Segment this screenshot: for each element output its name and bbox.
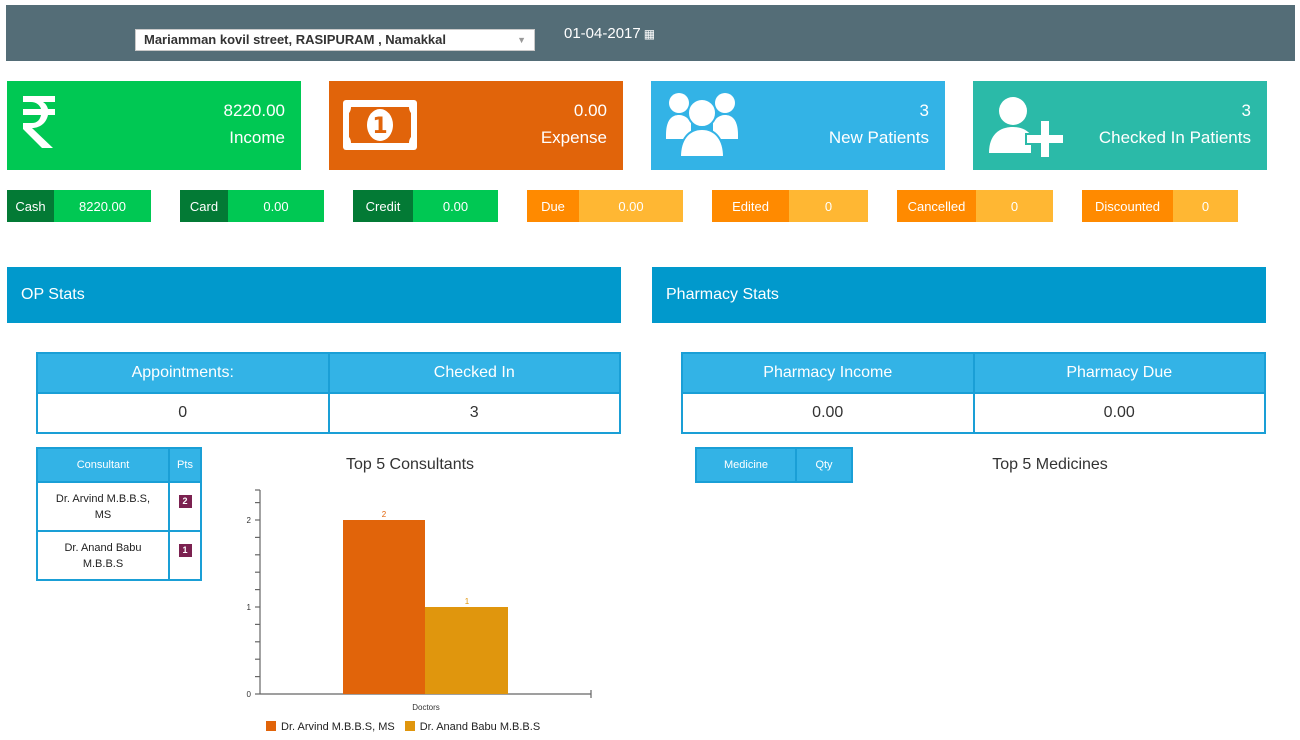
appointments-header: Appointments: (36, 352, 330, 394)
pharmacy-due-header: Pharmacy Due (972, 352, 1266, 394)
calendar-icon[interactable]: ▦ (643, 27, 656, 41)
cash-chip[interactable]: Cash 8220.00 (7, 190, 151, 222)
pts-header: Pts (168, 447, 202, 483)
checked-in-patients-card[interactable]: 3 Checked In Patients (973, 81, 1267, 170)
bar-label-anand: 1 (465, 597, 470, 606)
expense-label: Expense (540, 128, 607, 147)
edited-value: 0 (789, 190, 868, 222)
edited-chip[interactable]: Edited 0 (712, 190, 868, 222)
y-tick-0: 0 (247, 690, 252, 699)
date-picker[interactable]: 01-04-2017 ▦ (564, 25, 655, 42)
consultant-name-line2: MS (94, 508, 112, 521)
pts-badge: 1 (178, 544, 192, 557)
location-select[interactable]: Mariamman kovil street, RASIPURAM , Nama… (135, 29, 535, 51)
appointments-value: 0 (36, 392, 330, 434)
checked-in-header: Checked In (327, 352, 621, 394)
legend-swatch (404, 721, 415, 731)
cancelled-value: 0 (976, 190, 1053, 222)
new-patients-card[interactable]: 3 New Patients (651, 81, 945, 170)
edited-label: Edited (712, 190, 789, 222)
card-label: Card (180, 190, 228, 222)
pharmacy-due-value: 0.00 (972, 392, 1266, 434)
expense-card[interactable]: 1 0.00 Expense (329, 81, 623, 170)
legend-item[interactable]: Dr. Anand Babu M.B.B.S (404, 721, 541, 733)
y-tick-1: 1 (247, 603, 252, 612)
card-chip[interactable]: Card 0.00 (180, 190, 324, 222)
money-bill-icon: 1 (343, 100, 417, 154)
top-consultants-chart: 0 1 2 2 1 Doctors (247, 489, 592, 712)
pharmacy-stats-title: Pharmacy Stats (666, 286, 779, 303)
chart-legend: Dr. Arvind M.B.B.S, MS Dr. Anand Babu M.… (266, 721, 540, 733)
legend-swatch (266, 721, 276, 731)
credit-chip[interactable]: Credit 0.00 (353, 190, 498, 222)
consultant-name: Dr. Arvind M.B.B.S, MS (36, 481, 170, 532)
x-axis-label: Doctors (412, 703, 440, 712)
svg-text:1: 1 (372, 114, 387, 139)
chevron-down-icon: ▼ (517, 35, 526, 45)
cash-label: Cash (7, 190, 54, 222)
checked-in-patients-label: Checked In Patients (1098, 128, 1251, 147)
due-chip[interactable]: Due 0.00 (527, 190, 683, 222)
cancelled-label: Cancelled (897, 190, 976, 222)
credit-label: Credit (353, 190, 413, 222)
income-label: Income (229, 128, 285, 147)
due-value: 0.00 (579, 190, 683, 222)
cash-value: 8220.00 (54, 190, 151, 222)
consultant-name-line2: M.B.B.S (82, 557, 124, 570)
date-value: 01-04-2017 (564, 25, 641, 42)
new-patients-value: 3 (919, 101, 929, 120)
bar-label-arvind: 2 (382, 510, 387, 519)
table-row: Dr. Anand Babu M.B.B.S 1 (36, 530, 202, 581)
y-tick-2: 2 (247, 516, 252, 525)
bar-anand (425, 607, 508, 694)
card-value: 0.00 (228, 190, 324, 222)
income-value: 8220.00 (223, 101, 285, 120)
op-stats-header: OP Stats (7, 267, 621, 323)
due-label: Due (527, 190, 579, 222)
checked-in-patients-value: 3 (1241, 101, 1251, 120)
users-icon (665, 91, 739, 163)
pharmacy-stats-header: Pharmacy Stats (652, 267, 1266, 323)
pharmacy-income-header: Pharmacy Income (681, 352, 975, 394)
legend-item[interactable]: Dr. Arvind M.B.B.S, MS (266, 721, 395, 733)
consultant-name-line1: Dr. Arvind M.B.B.S, (55, 492, 151, 505)
expense-value: 0.00 (573, 101, 607, 120)
discounted-value: 0 (1173, 190, 1238, 222)
op-stats-title: OP Stats (21, 286, 85, 303)
new-patients-label: New Patients (828, 128, 929, 147)
chart-title: Top 5 Consultants (345, 456, 475, 473)
table-row: Dr. Arvind M.B.B.S, MS 2 (36, 481, 202, 532)
pharmacy-income-value: 0.00 (681, 392, 975, 434)
legend-label: Dr. Anand Babu M.B.B.S (419, 721, 541, 733)
location-select-value: Mariamman kovil street, RASIPURAM , Nama… (144, 32, 446, 47)
top-bar: Mariamman kovil street, RASIPURAM , Nama… (6, 5, 1295, 61)
user-plus-icon (987, 95, 1067, 161)
consultant-name: Dr. Anand Babu M.B.B.S (36, 530, 170, 581)
rupee-icon (21, 93, 57, 153)
cancelled-chip[interactable]: Cancelled 0 (897, 190, 1053, 222)
legend-label: Dr. Arvind M.B.B.S, MS (281, 721, 395, 733)
medicine-header: Medicine (695, 447, 797, 483)
pts-badge: 2 (178, 495, 192, 508)
pharmacy-stats-table: Pharmacy Income Pharmacy Due 0.00 0.00 (681, 352, 1266, 434)
op-stats-table: Appointments: Checked In 0 3 (36, 352, 621, 434)
credit-value: 0.00 (413, 190, 498, 222)
checked-in-value: 3 (327, 392, 621, 434)
qty-header: Qty (795, 447, 853, 483)
consultant-header: Consultant (36, 447, 170, 483)
consultant-name-line1: Dr. Anand Babu (64, 541, 142, 554)
discounted-chip[interactable]: Discounted 0 (1082, 190, 1238, 222)
income-card[interactable]: 8220.00 Income (7, 81, 301, 170)
top-medicines-title: Top 5 Medicines (992, 456, 1108, 473)
medicine-table: Medicine Qty (695, 447, 853, 483)
consultant-table: Consultant Pts Dr. Arvind M.B.B.S, MS 2 … (36, 447, 202, 581)
bar-arvind (343, 520, 425, 694)
discounted-label: Discounted (1082, 190, 1173, 222)
